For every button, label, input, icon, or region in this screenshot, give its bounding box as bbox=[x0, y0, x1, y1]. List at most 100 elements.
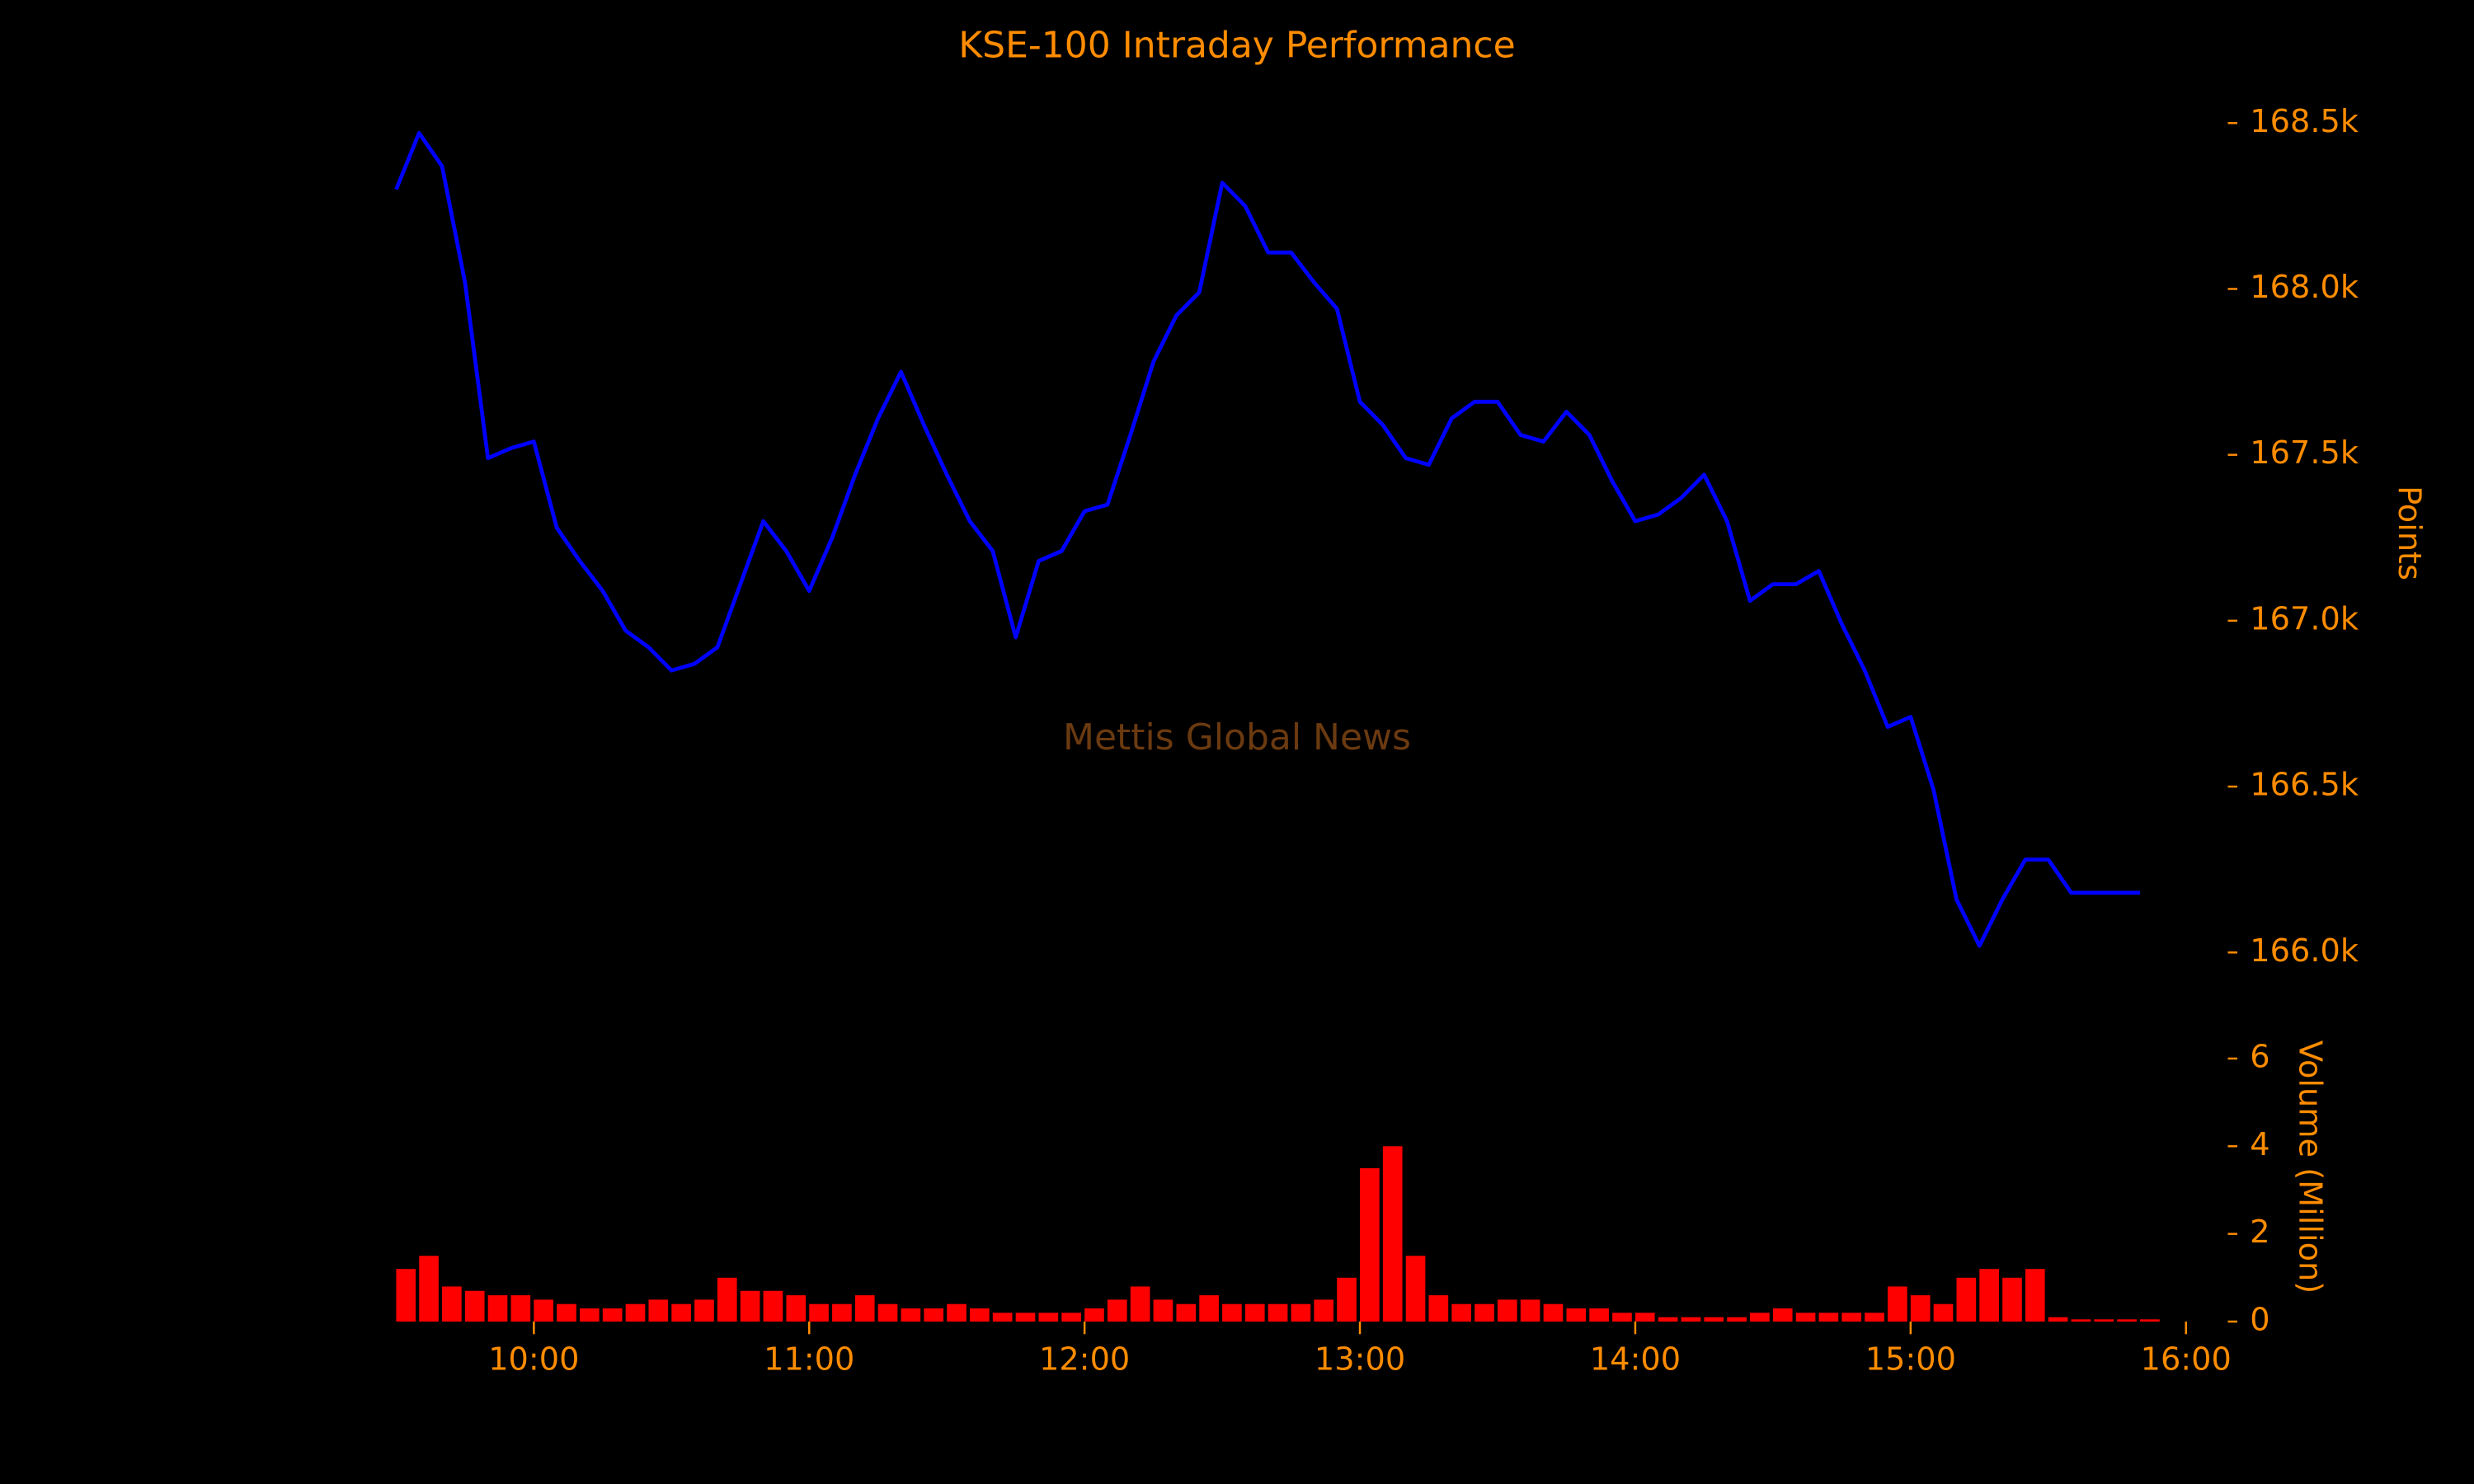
volume-bar bbox=[1428, 1295, 1449, 1322]
volume-bar bbox=[1658, 1317, 1678, 1322]
chart-title: KSE-100 Intraday Performance bbox=[958, 24, 1515, 66]
y-tick-label: 4 bbox=[2250, 1126, 2269, 1163]
volume-bar bbox=[1865, 1313, 1884, 1322]
volume-bar bbox=[625, 1303, 646, 1322]
y-axis-label: Volume (Million) bbox=[2292, 1040, 2329, 1294]
volume-bar bbox=[1314, 1299, 1334, 1322]
volume-bar bbox=[487, 1295, 508, 1322]
volume-bar bbox=[1244, 1303, 1265, 1322]
volume-bar bbox=[1841, 1313, 1862, 1322]
volume-bar bbox=[1589, 1308, 1609, 1322]
volume-bar bbox=[2094, 1319, 2114, 1322]
x-tick-label: 14:00 bbox=[1590, 1341, 1681, 1378]
x-tick-label: 15:00 bbox=[1865, 1341, 1956, 1378]
volume-bar bbox=[717, 1277, 737, 1322]
volume-bar bbox=[442, 1286, 462, 1322]
volume-bar bbox=[970, 1308, 990, 1322]
y-tick-label: 2 bbox=[2250, 1214, 2269, 1251]
volume-bar bbox=[2071, 1319, 2091, 1322]
volume-bar bbox=[1176, 1303, 1197, 1322]
volume-bar bbox=[1520, 1299, 1540, 1322]
volume-bar bbox=[947, 1303, 967, 1322]
volume-bar bbox=[992, 1313, 1013, 1322]
volume-bar bbox=[832, 1303, 852, 1322]
volume-bar bbox=[419, 1256, 439, 1322]
volume-bar bbox=[1795, 1313, 1816, 1322]
volume-bar bbox=[1772, 1308, 1793, 1322]
x-tick-label: 13:00 bbox=[1315, 1341, 1405, 1378]
y-tick-label: 168.5k bbox=[2250, 103, 2359, 140]
watermark: Mettis Global News bbox=[1063, 716, 1411, 758]
volume-bar bbox=[1268, 1303, 1288, 1322]
volume-bar bbox=[1061, 1313, 1081, 1322]
y-tick-label: 168.0k bbox=[2250, 269, 2359, 306]
volume-bar bbox=[786, 1295, 807, 1322]
volume-bar bbox=[534, 1299, 553, 1322]
x-tick-label: 12:00 bbox=[1039, 1341, 1130, 1378]
volume-bar bbox=[602, 1308, 623, 1322]
volume-bar bbox=[763, 1290, 783, 1322]
volume-bar bbox=[396, 1269, 416, 1322]
volume-bar bbox=[809, 1303, 829, 1322]
x-tick-label: 11:00 bbox=[764, 1341, 854, 1378]
volume-bar bbox=[740, 1290, 760, 1322]
volume-bar bbox=[671, 1303, 691, 1322]
y-tick-label: 166.0k bbox=[2250, 932, 2359, 970]
volume-bar bbox=[1612, 1313, 1632, 1322]
y-tick-label: 167.5k bbox=[2250, 434, 2359, 472]
y-axis-label: Points bbox=[2391, 486, 2428, 580]
volume-bar bbox=[694, 1299, 714, 1322]
price-line bbox=[394, 130, 2141, 948]
volume-bar bbox=[1933, 1303, 1954, 1322]
volume-bar bbox=[2002, 1277, 2022, 1322]
volume-bar bbox=[1634, 1313, 1655, 1322]
volume-bar bbox=[1497, 1299, 1517, 1322]
volume-bar bbox=[2140, 1319, 2160, 1322]
y-tick-label: 0 bbox=[2250, 1301, 2269, 1338]
volume-bar bbox=[1153, 1299, 1174, 1322]
volume-bar bbox=[1910, 1295, 1931, 1322]
volume-bar bbox=[1382, 1146, 1403, 1322]
volume-bar bbox=[1199, 1295, 1219, 1322]
volume-bar bbox=[1566, 1308, 1587, 1322]
volume-bar bbox=[1337, 1277, 1357, 1322]
volume-bar bbox=[464, 1290, 485, 1322]
volume-bar bbox=[1015, 1313, 1036, 1322]
x-tick-label: 10:00 bbox=[488, 1341, 579, 1378]
volume-bar bbox=[1818, 1313, 1839, 1322]
volume-bar bbox=[1405, 1256, 1426, 1322]
volume-bar bbox=[924, 1308, 944, 1322]
y-tick-label: 167.0k bbox=[2250, 600, 2359, 637]
volume-bar bbox=[1956, 1277, 1977, 1322]
volume-bar bbox=[2048, 1317, 2068, 1322]
volume-bar bbox=[1291, 1303, 1311, 1322]
volume-bar bbox=[854, 1295, 875, 1322]
volume-bar bbox=[1475, 1303, 1494, 1322]
volume-bar bbox=[648, 1299, 669, 1322]
volume-bar bbox=[1107, 1299, 1127, 1322]
volume-bar bbox=[1750, 1313, 1770, 1322]
volume-bar bbox=[877, 1303, 898, 1322]
volume-bar bbox=[510, 1295, 531, 1322]
volume-bar bbox=[1222, 1303, 1242, 1322]
volume-bar bbox=[1888, 1286, 1907, 1322]
volume-bar bbox=[2117, 1319, 2137, 1322]
volume-bar bbox=[1681, 1317, 1701, 1322]
volume-bar bbox=[1727, 1317, 1747, 1322]
volume-bar bbox=[1543, 1303, 1564, 1322]
volume-bar bbox=[1704, 1317, 1724, 1322]
y-tick-label: 6 bbox=[2250, 1038, 2269, 1075]
x-tick-label: 16:00 bbox=[2141, 1341, 2232, 1378]
volume-bar bbox=[1979, 1269, 1999, 1322]
volume-bar bbox=[1130, 1286, 1150, 1322]
y-tick-label: 166.5k bbox=[2250, 767, 2359, 804]
volume-bar bbox=[557, 1303, 576, 1322]
volume-bar bbox=[901, 1308, 921, 1322]
volume-bar bbox=[2025, 1269, 2045, 1322]
volume-bar bbox=[1038, 1313, 1059, 1322]
volume-bar bbox=[1360, 1167, 1380, 1322]
volume-bar bbox=[1451, 1303, 1471, 1322]
volume-bar bbox=[579, 1308, 600, 1322]
